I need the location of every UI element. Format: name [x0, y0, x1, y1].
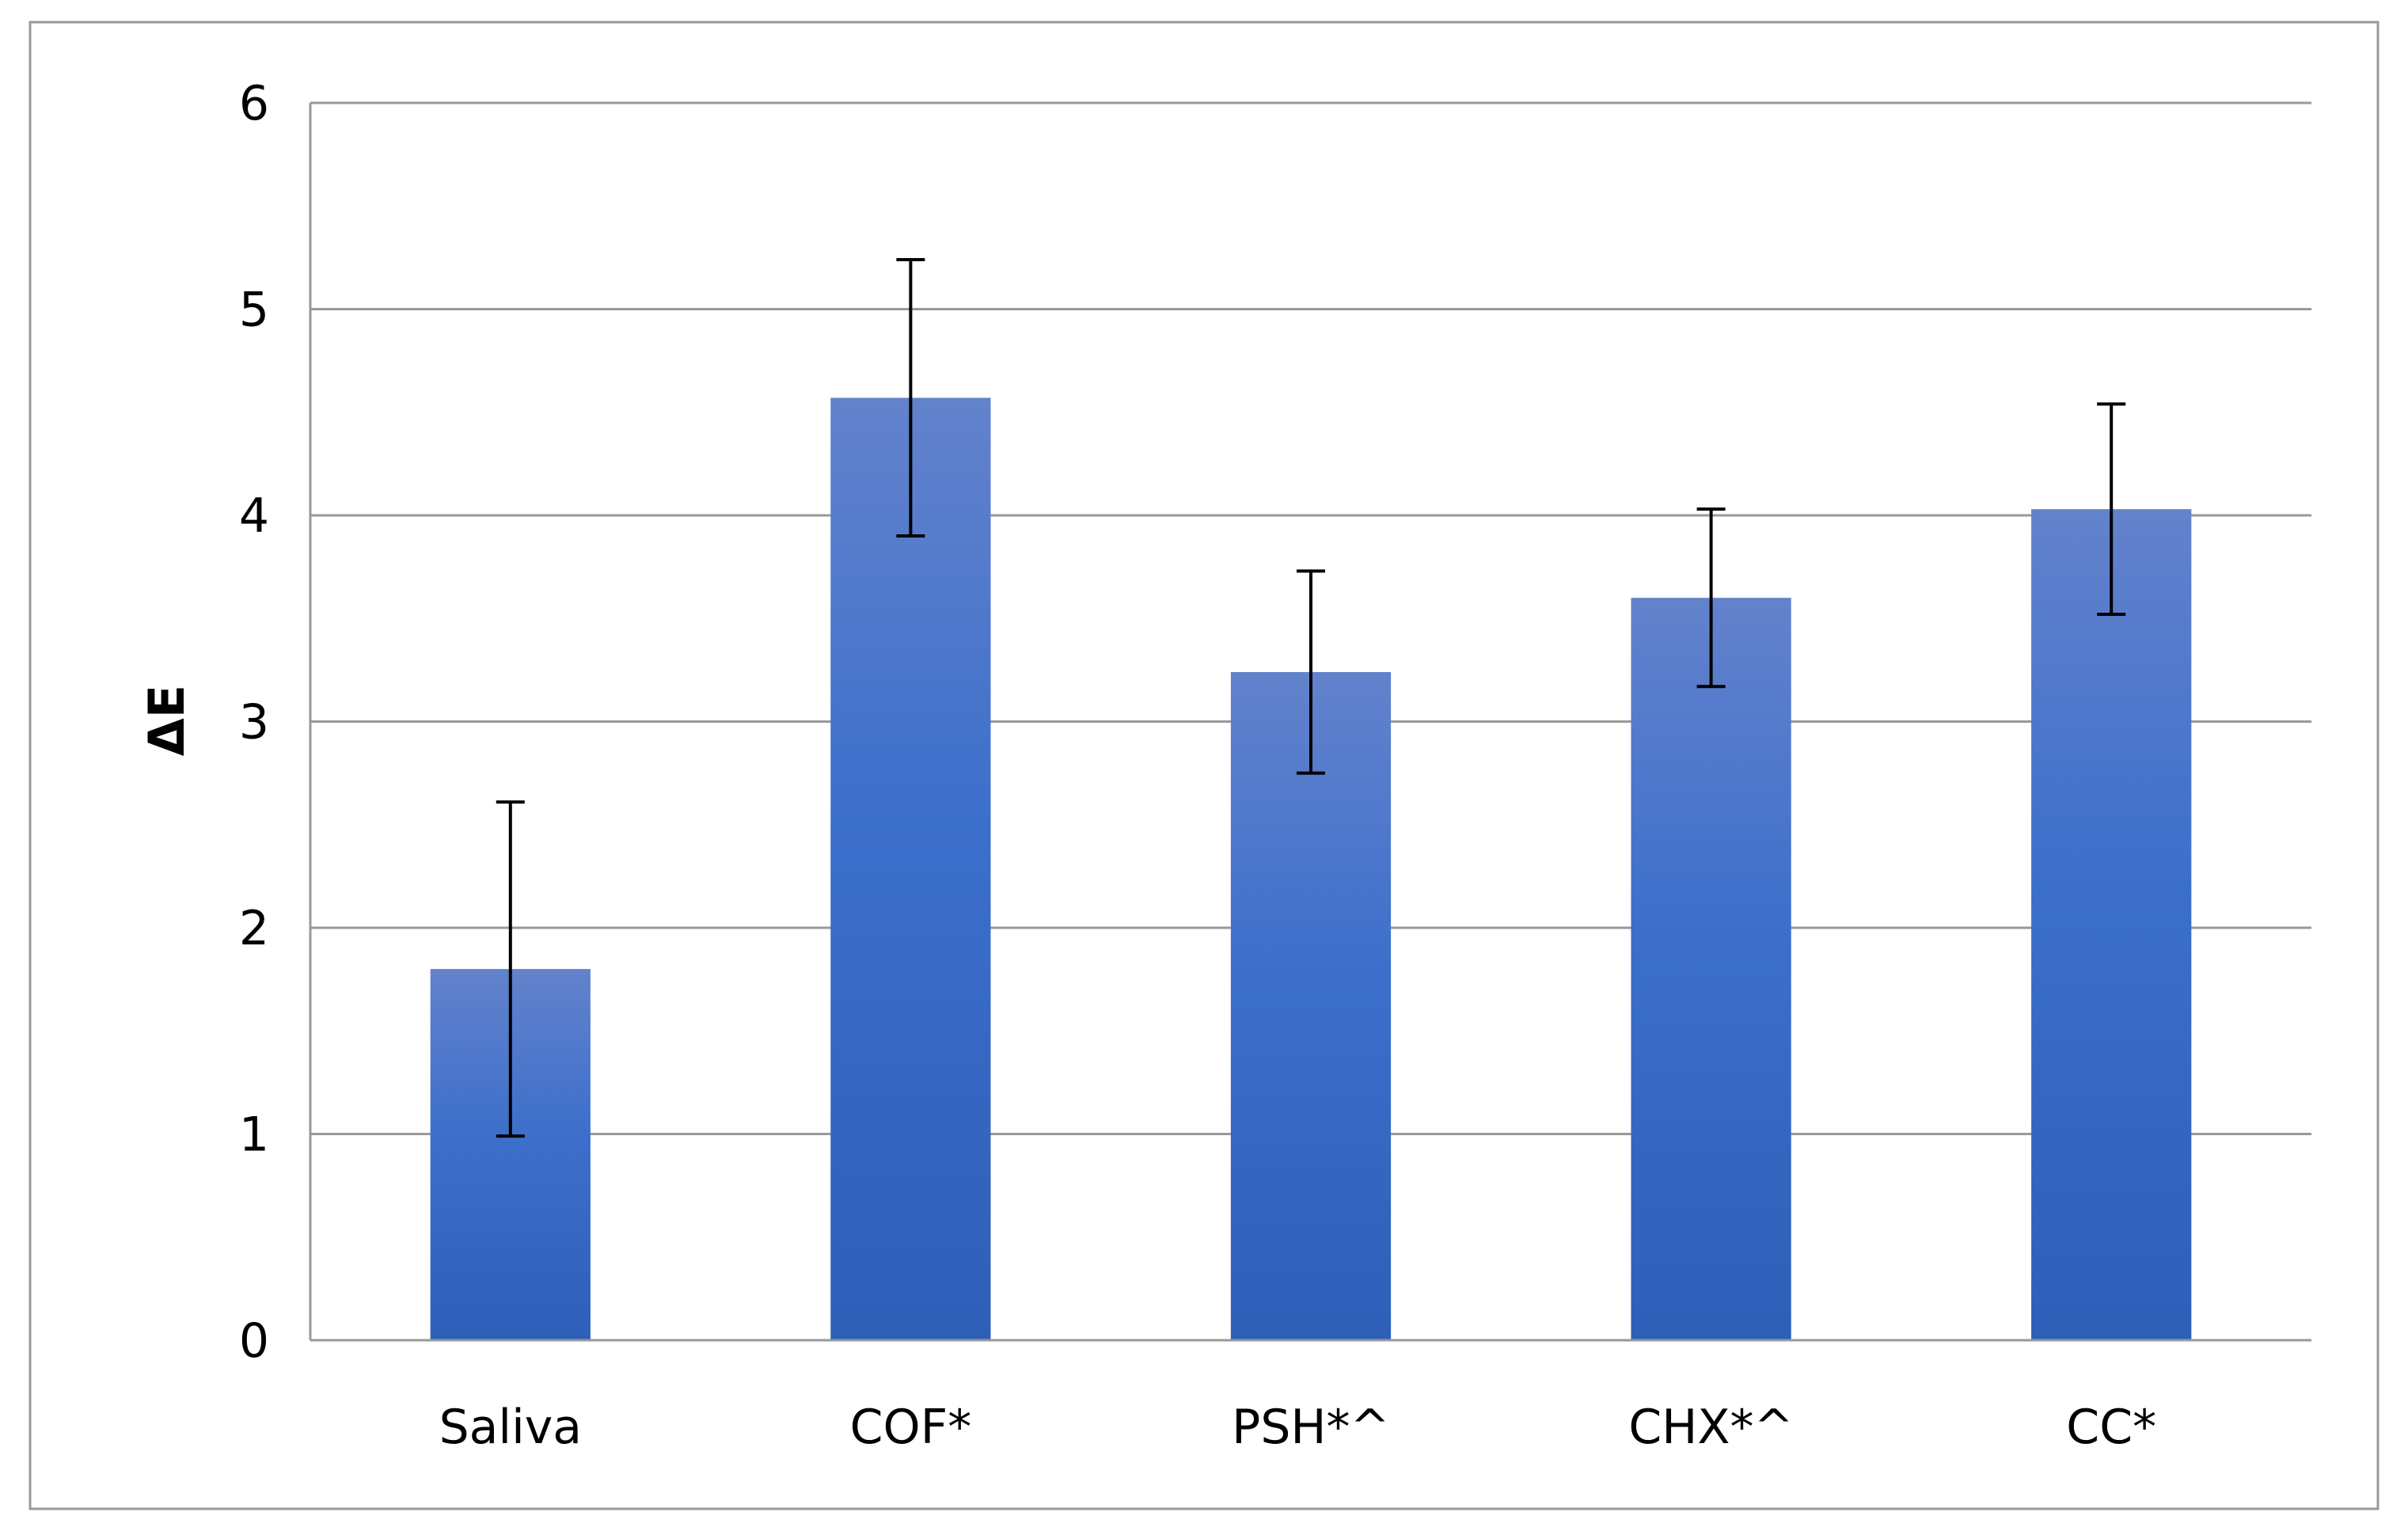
error-bars	[496, 257, 2126, 1138]
y-tick-label-1: 1	[239, 1107, 269, 1163]
y-axis-title: ΔE	[138, 685, 196, 756]
y-tick-label-3: 3	[239, 695, 269, 750]
y-tick-label-5: 5	[239, 283, 269, 338]
y-axis-ticks: 0 1 2 3 4 5 6	[239, 76, 269, 1369]
error-bar-2	[1297, 569, 1325, 775]
chart-border	[28, 21, 2380, 1510]
y-tick-label-2: 2	[239, 901, 269, 956]
bar-2	[1230, 671, 1392, 1340]
bar-3	[1631, 598, 1791, 1340]
x-tick-label-1: COF*	[850, 1400, 972, 1455]
error-bar-3	[1696, 507, 1726, 689]
x-tick-label-3: CHX*^	[1628, 1400, 1793, 1455]
y-tick-label-0: 0	[239, 1313, 269, 1369]
y-tick-label-4: 4	[239, 488, 269, 544]
y-tick-label-6: 6	[239, 76, 269, 131]
bar-1	[830, 397, 991, 1340]
error-bar-1	[896, 257, 925, 538]
error-bar-4	[2097, 402, 2126, 617]
error-bar-0	[496, 800, 525, 1138]
bar-4	[2031, 509, 2192, 1340]
x-axis-ticks: Saliva COF* PSH*^ CHX*^ CC*	[310, 1339, 2311, 1455]
x-tick-label-0: Saliva	[439, 1400, 582, 1455]
x-tick-label-4: CC*	[2066, 1400, 2156, 1455]
x-tick-label-2: PSH*^	[1232, 1400, 1390, 1455]
